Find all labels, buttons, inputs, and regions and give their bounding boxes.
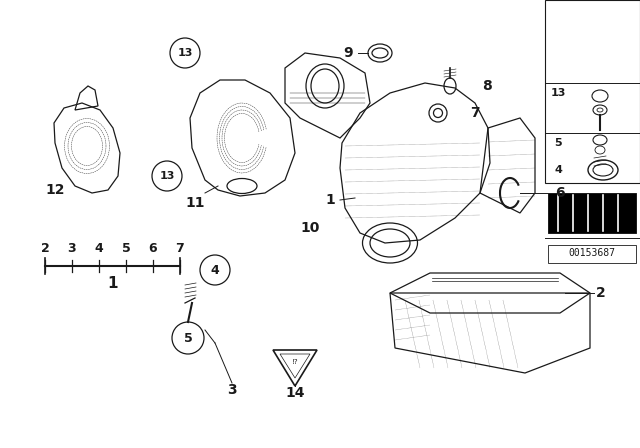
Text: 13: 13	[177, 48, 193, 58]
Text: 13: 13	[159, 171, 175, 181]
Text: 1: 1	[108, 276, 118, 292]
Text: 5: 5	[554, 138, 562, 148]
Text: 10: 10	[300, 221, 320, 235]
Text: 13: 13	[550, 88, 566, 98]
Text: 9: 9	[343, 46, 353, 60]
Text: 2: 2	[596, 286, 605, 300]
FancyBboxPatch shape	[548, 193, 636, 233]
Text: 1: 1	[325, 193, 335, 207]
Text: 3: 3	[227, 383, 237, 397]
Text: 6: 6	[148, 241, 157, 254]
Text: 5: 5	[184, 332, 193, 345]
Text: 6: 6	[555, 186, 565, 200]
Text: 3: 3	[68, 241, 76, 254]
Text: 11: 11	[185, 196, 205, 210]
Text: 7: 7	[175, 241, 184, 254]
Text: 14: 14	[285, 386, 305, 400]
Text: 4: 4	[554, 165, 562, 175]
Text: 7: 7	[470, 106, 480, 120]
Text: 5: 5	[122, 241, 131, 254]
Text: 2: 2	[40, 241, 49, 254]
Text: 8: 8	[482, 79, 492, 93]
Text: !?: !?	[292, 359, 298, 365]
Text: 4: 4	[211, 263, 220, 276]
Text: 00153687: 00153687	[568, 248, 616, 258]
Text: 12: 12	[45, 183, 65, 197]
Text: 4: 4	[95, 241, 104, 254]
